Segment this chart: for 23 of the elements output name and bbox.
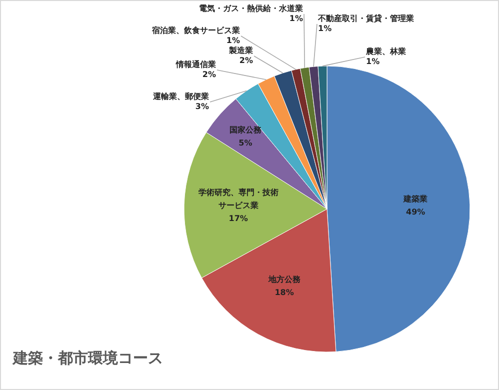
data-label: 17% — [228, 214, 248, 224]
slice-label: 不動産取引・賃貸・管理業 — [317, 13, 414, 24]
data-label: 5% — [238, 138, 252, 148]
slice-label: 情報通信業 — [175, 60, 216, 70]
slice-label: 宿泊業、飲食サービス業 — [151, 25, 240, 36]
data-label: 1% — [318, 24, 332, 34]
text: 建築・都市環境コース — [13, 349, 163, 368]
data-label: 2% — [202, 70, 216, 80]
slice-label: 地方公務 — [267, 274, 302, 284]
slice-label: 農業、林業 — [365, 47, 406, 56]
data-label: 1% — [289, 14, 303, 24]
data-label: 2% — [239, 56, 253, 66]
slice-label: 電気・ガス・熱供給・水道業 — [199, 4, 303, 14]
data-label: 1% — [226, 36, 240, 46]
slice-label: 学術研究、専門・技術サービス業 — [198, 188, 278, 210]
data-label: 18% — [274, 288, 294, 298]
slice-label: 製造業 — [228, 46, 253, 56]
data-label: 3% — [195, 102, 209, 112]
data-label: 49% — [406, 208, 426, 217]
slice-label: 運輸業、郵便業 — [152, 92, 209, 102]
slice-label: 国家公務 — [229, 124, 262, 135]
data-label: 1% — [366, 57, 380, 66]
slice-label: 建築業 — [402, 194, 428, 204]
